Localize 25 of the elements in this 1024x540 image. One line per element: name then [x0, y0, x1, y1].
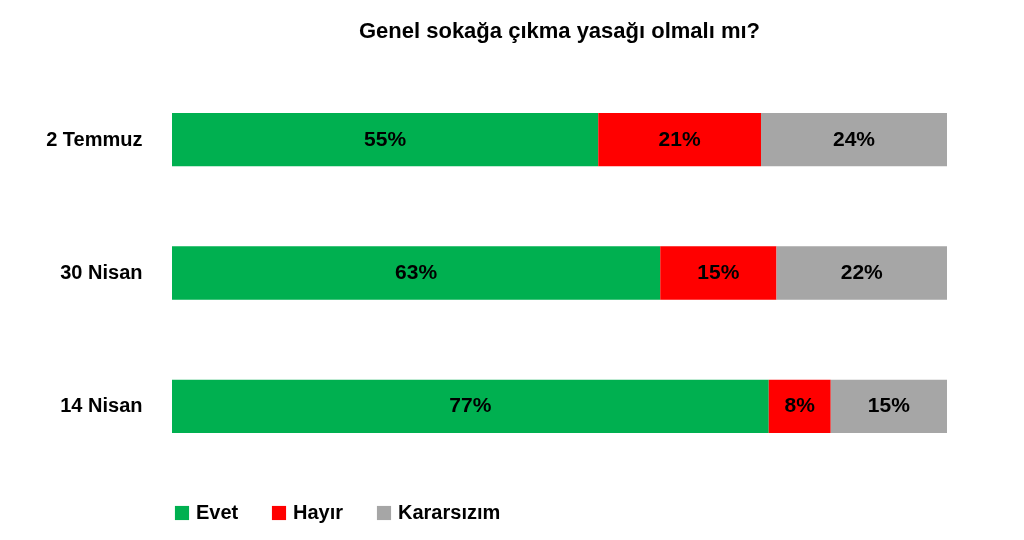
y-tick-label: 30 Nisan: [60, 261, 143, 283]
bar: [172, 379, 769, 433]
bar: [172, 246, 661, 300]
data-label: 21%: [658, 126, 701, 150]
bar: [598, 113, 761, 167]
data-label: 77%: [449, 393, 492, 417]
data-label: 63%: [395, 260, 438, 283]
bar: [768, 379, 831, 433]
data-label: 55%: [364, 126, 407, 150]
bar: [660, 246, 777, 300]
legend-label: Evet: [196, 501, 239, 523]
chart-title: Genel sokağa çıkma yasağı olmalı mı?: [358, 18, 761, 43]
legend-label: Kararsızım: [398, 501, 501, 523]
y-tick-label: 14 Nisan: [60, 394, 143, 417]
data-label: 22%: [840, 260, 884, 283]
data-label: 24%: [832, 126, 876, 150]
bar: [761, 113, 947, 167]
bar: [776, 246, 947, 300]
y-tick-label: 2 Temmuz: [46, 127, 143, 150]
bar: [172, 113, 599, 167]
data-label: 15%: [697, 260, 740, 283]
data-label: 15%: [867, 393, 911, 417]
legend-label: Hayır: [293, 501, 344, 523]
data-label: 8%: [784, 393, 816, 417]
bar: [830, 379, 947, 433]
